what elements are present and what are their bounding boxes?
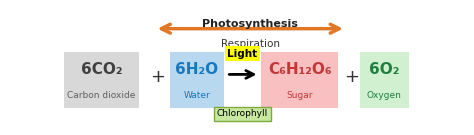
Text: 6H₂O: 6H₂O: [175, 62, 219, 77]
Text: Oxygen: Oxygen: [367, 91, 402, 100]
Text: Light: Light: [227, 49, 257, 59]
Text: C₆H₁₂O₆: C₆H₁₂O₆: [268, 62, 332, 77]
FancyBboxPatch shape: [170, 52, 224, 108]
Text: +: +: [150, 68, 165, 86]
Text: Photosynthesis: Photosynthesis: [202, 19, 298, 29]
Text: Sugar: Sugar: [287, 91, 313, 100]
FancyBboxPatch shape: [64, 52, 139, 108]
FancyBboxPatch shape: [360, 52, 409, 108]
FancyBboxPatch shape: [261, 52, 338, 108]
Text: Carbon dioxide: Carbon dioxide: [67, 91, 136, 100]
Text: Water: Water: [183, 91, 210, 100]
Text: Respiration: Respiration: [221, 39, 280, 49]
Text: 6CO₂: 6CO₂: [81, 62, 122, 77]
Text: +: +: [344, 68, 359, 86]
Text: Chlorophyll: Chlorophyll: [217, 109, 268, 118]
Text: 6O₂: 6O₂: [369, 62, 400, 77]
